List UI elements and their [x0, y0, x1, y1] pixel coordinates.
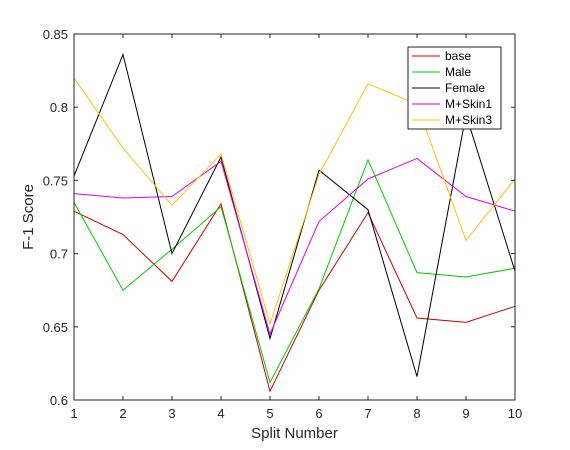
legend: base Male Female M+Skin1 M+Skin3: [407, 46, 502, 130]
x-tick-label: 4: [217, 406, 224, 421]
y-tick-label: 0.7: [50, 247, 68, 262]
legend-label: M+Skin1: [445, 97, 492, 111]
x-tick-label: 6: [315, 406, 322, 421]
y-tick-label: 0.85: [43, 27, 68, 42]
y-tick-label: 0.6: [50, 393, 68, 408]
legend-label: M+Skin3: [445, 113, 492, 127]
x-axis-title: Split Number: [251, 425, 338, 442]
series-line-base: [73, 202, 516, 393]
y-tick-label: 0.65: [43, 320, 68, 335]
legend-label: Female: [445, 81, 485, 95]
series-line-male: [73, 158, 516, 384]
axes-box: [73, 33, 516, 401]
x-tick-label: 5: [266, 406, 273, 421]
series-line-female: [73, 52, 516, 377]
series-line-m-skin1: [73, 157, 516, 336]
x-tick-label: 2: [119, 406, 126, 421]
x-tick-label: 8: [413, 406, 420, 421]
legend-label: base: [445, 49, 471, 63]
y-tick-label: 0.75: [43, 173, 68, 188]
y-axis-title: F-1 Score: [20, 184, 37, 250]
axes-layer: 1 2 3 4 5 6 7 8 9 10 0.6 0.65 0.7 0.75 0.8 0.85: [43, 27, 523, 421]
series-line-m-skin3: [73, 77, 516, 326]
legend-label: Male: [445, 65, 471, 79]
x-tick-label: 9: [462, 406, 469, 421]
x-tick-label: 10: [508, 406, 522, 421]
x-tick-label: 3: [168, 406, 175, 421]
x-tick-label: 7: [364, 406, 371, 421]
series-layer: [73, 52, 516, 393]
x-tick-label: 1: [70, 406, 77, 421]
y-tick-label: 0.8: [50, 100, 68, 115]
